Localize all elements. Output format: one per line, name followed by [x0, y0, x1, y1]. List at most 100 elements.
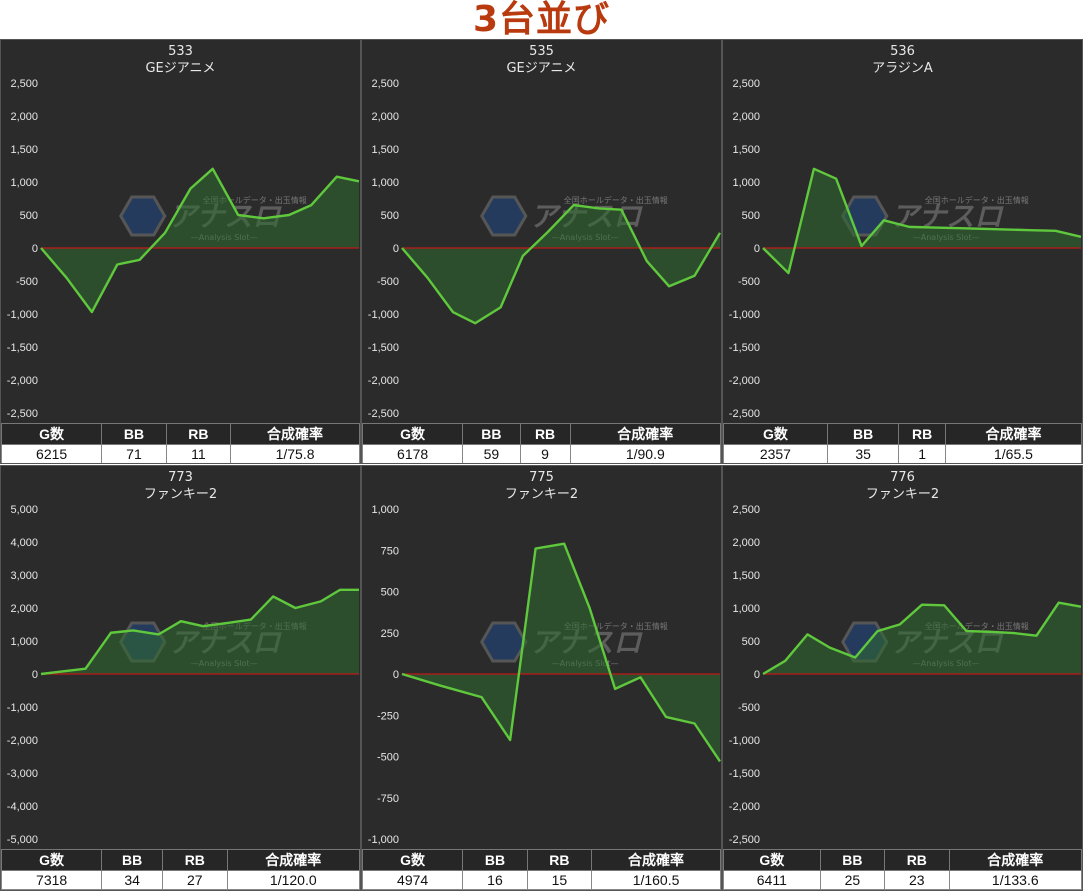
area-fill	[763, 168, 1081, 274]
games-value: 6411	[723, 870, 821, 890]
area-fill	[41, 168, 359, 313]
y-tick-label: 3,000	[10, 570, 38, 582]
header-bb: BB	[462, 849, 528, 871]
y-tick-label: 5,000	[10, 504, 38, 516]
stats-value-row: 6411 25 23 1/133.6	[723, 870, 1082, 890]
y-tick-label: -5,000	[7, 834, 38, 846]
y-tick-label: -750	[377, 793, 399, 805]
y-tick-label: 250	[381, 628, 399, 640]
area-fill	[402, 543, 720, 762]
y-tick-label: 0	[393, 243, 399, 255]
series-line	[762, 167, 1082, 275]
area-fill	[41, 589, 359, 674]
y-tick-label: 1,500	[732, 570, 760, 582]
header-rb: RB	[884, 849, 950, 871]
header-rb: RB	[519, 423, 571, 445]
panel-header: 535 GEジアニメ	[362, 43, 721, 77]
y-tick-label: -2,500	[368, 408, 399, 420]
y-tick-label: 2,000	[732, 537, 760, 549]
header-probability: 合成確率	[591, 849, 721, 871]
y-tick-label: -500	[738, 276, 760, 288]
stats-header-row: G数 BB RB 合成確率	[723, 423, 1082, 445]
slump-chart: 2,500 2,000 1,500 1,000 500 0 -500 -1,000 -1,500…	[729, 504, 1082, 846]
hexagon-icon	[480, 621, 528, 663]
y-tick-label: -1,000	[368, 834, 399, 846]
y-tick-label: -1,000	[729, 735, 760, 747]
header-probability: 合成確率	[226, 849, 360, 871]
y-tick-label: -250	[377, 710, 399, 722]
y-tick-label: -2,500	[7, 408, 38, 420]
y-tick-label: 1,000	[371, 504, 399, 516]
bb-value: 35	[826, 444, 900, 463]
machine-panel-775: 775 ファンキー2 1,000 750 500 250 0 -250 -500 -750 -1…	[361, 465, 722, 891]
stats-table: G数 BB RB 合成確率 7318 34 27 1/120.0	[1, 849, 360, 890]
machine-name: GEジアニメ	[506, 61, 577, 76]
stats-table: G数 BB RB 合成確率 2357 35 1 1/65.5	[723, 423, 1082, 463]
stats-table: G数 BB RB 合成確率 4974 16 15 1/160.5	[362, 849, 721, 890]
machine-number: 536	[890, 44, 915, 59]
y-tick-label: -500	[16, 276, 38, 288]
probability-value: 1/75.8	[230, 444, 360, 463]
y-tick-label: 0	[32, 669, 38, 681]
machine-number: 776	[890, 470, 915, 485]
slump-chart: 1,000 750 500 250 0 -250 -500 -750 -1,000 全国ホールデー…	[368, 504, 721, 846]
y-tick-label: -1,000	[7, 702, 38, 714]
probability-value: 1/133.6	[948, 870, 1082, 890]
header-probability: 合成確率	[230, 423, 360, 445]
header-bb: BB	[101, 423, 167, 445]
watermark-tagline: 全国ホールデータ・出玉情報	[564, 195, 668, 205]
header-games: G数	[362, 423, 464, 445]
watermark-tagline: 全国ホールデータ・出玉情報	[925, 195, 1029, 205]
stats-table: G数 BB RB 合成確率 6215 71 11 1/75.8	[1, 423, 360, 463]
hexagon-icon	[119, 195, 167, 237]
machine-name: ファンキー2	[504, 487, 579, 502]
machine-panel-773: 773 ファンキー2 5,000 4,000 3,000 2,000 1,000 0 -1,…	[0, 465, 361, 891]
y-tick-label: 2,000	[732, 111, 760, 123]
bb-value: 71	[101, 444, 167, 463]
y-tick-label: 500	[381, 587, 399, 599]
y-tick-label: -500	[377, 276, 399, 288]
y-tick-label: -1,000	[7, 309, 38, 321]
y-tick-label: -1,500	[7, 342, 38, 354]
stats-header-row: G数 BB RB 合成確率	[1, 849, 360, 871]
y-tick-label: 0	[754, 669, 760, 681]
watermark-tagline: 全国ホールデータ・出玉情報	[564, 621, 668, 631]
y-tick-label: 1,500	[10, 144, 38, 156]
stats-value-row: 6215 71 11 1/75.8	[1, 444, 360, 463]
y-tick-label: 500	[742, 636, 760, 648]
slump-chart: 2,500 2,000 1,500 1,000 500 0 -500 -1,000 -1,500…	[368, 78, 721, 420]
y-tick-label: -500	[738, 702, 760, 714]
stats-header-row: G数 BB RB 合成確率	[1, 423, 360, 445]
slump-chart: 2,500 2,000 1,500 1,000 500 0 -500 -1,000 -1,500…	[729, 78, 1082, 420]
header-rb: RB	[162, 849, 228, 871]
y-tick-label: 2,000	[10, 603, 38, 615]
machine-name: ファンキー2	[143, 487, 218, 502]
y-tick-label: -2,000	[7, 735, 38, 747]
probability-value: 1/90.9	[569, 444, 721, 463]
bb-value: 25	[819, 870, 886, 890]
y-tick-label: 0	[393, 669, 399, 681]
rb-value: 23	[884, 870, 950, 890]
y-tick-label: 1,000	[10, 636, 38, 648]
header-probability: 合成確率	[569, 423, 721, 445]
y-tick-label: 0	[754, 243, 760, 255]
panel-header: 775 ファンキー2	[362, 469, 721, 503]
y-tick-label: 1,000	[10, 177, 38, 189]
games-value: 2357	[723, 444, 828, 463]
y-tick-label: 1,000	[732, 603, 760, 615]
rb-value: 27	[162, 870, 228, 890]
machine-name: ファンキー2	[865, 487, 940, 502]
stats-value-row: 6178 59 9 1/90.9	[362, 444, 721, 463]
rb-value: 11	[165, 444, 232, 463]
header-games: G数	[362, 849, 464, 871]
y-tick-label: 2,500	[732, 504, 760, 516]
header-probability: 合成確率	[944, 423, 1082, 445]
probability-value: 1/160.5	[591, 870, 721, 890]
machine-number: 535	[529, 44, 554, 59]
machine-name: アラジンA	[872, 61, 933, 76]
y-tick-label: -1,500	[729, 342, 760, 354]
stats-header-row: G数 BB RB 合成確率	[723, 849, 1082, 871]
games-value: 7318	[1, 870, 103, 890]
header-games: G数	[723, 423, 828, 445]
y-tick-label: -1,500	[368, 342, 399, 354]
